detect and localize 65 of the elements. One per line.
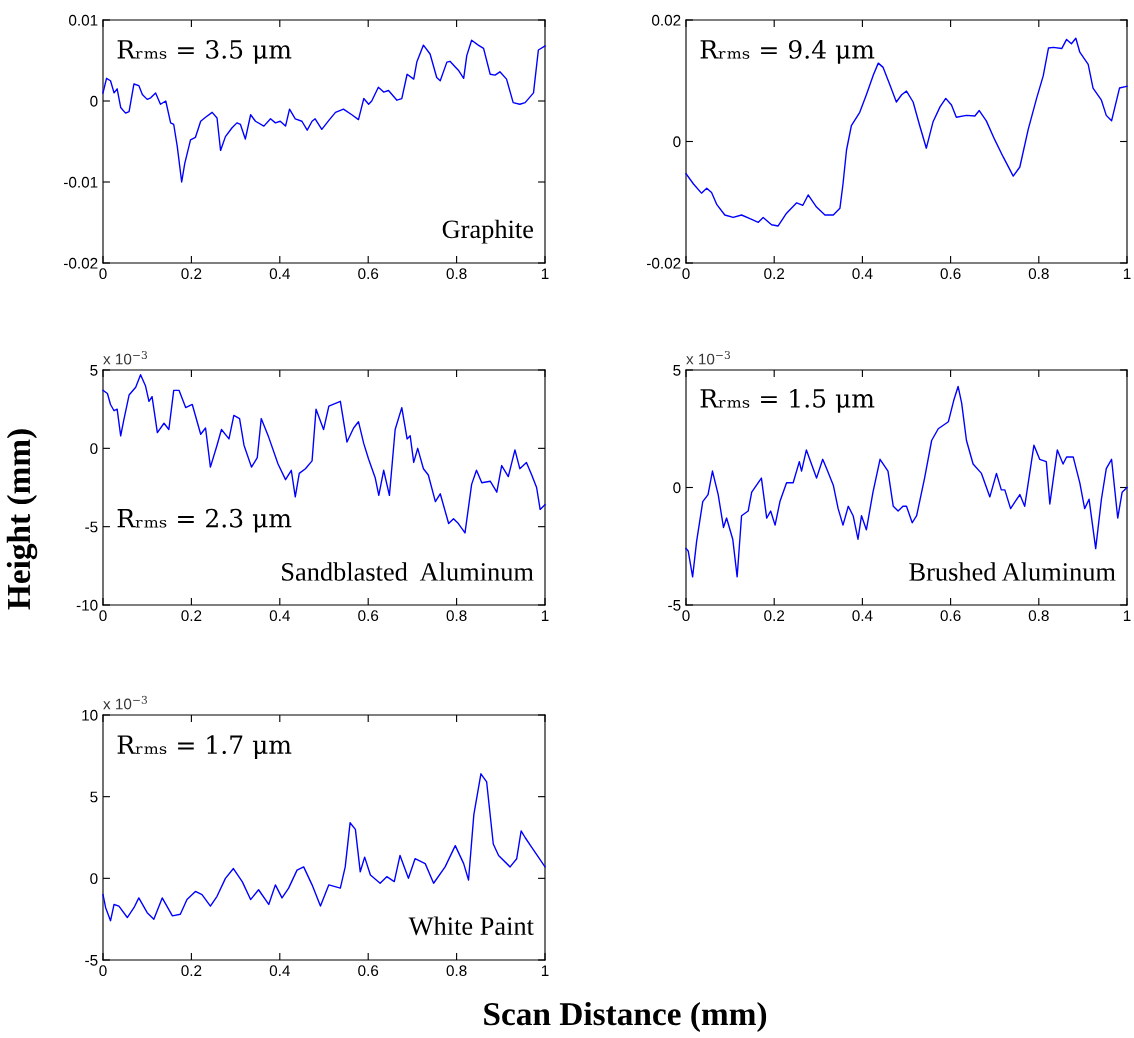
- line-series: [102, 374, 546, 534]
- x-tick-label: 0.4: [269, 965, 290, 977]
- x-tick-label: 0.2: [181, 610, 202, 622]
- line-series: [102, 39, 546, 183]
- x-tick-label: 0.2: [181, 268, 202, 280]
- text: x 10$^{−3}$: [686, 350, 730, 365]
- y-tick-label: -0.02: [64, 257, 98, 269]
- line-series: [685, 37, 1128, 227]
- text: x 10$^{−3}$: [103, 350, 147, 365]
- text: x 10$^{−3}$: [103, 695, 147, 710]
- y-tick-label: -10: [76, 599, 98, 611]
- y-tick-label: -5: [85, 955, 98, 966]
- x-tick-label: 0.8: [1028, 610, 1049, 622]
- x-tick-label: 0.6: [358, 268, 379, 280]
- annotation: Rᵣₘₛ = 3.5 μm: [117, 39, 292, 64]
- y-tick-label: -5: [85, 521, 98, 533]
- annotation: Rᵣₘₛ = 1.5 μm: [700, 388, 875, 413]
- x-tick-label: 0.6: [940, 610, 961, 622]
- x-tick-label: 1: [541, 965, 549, 976]
- y-tick-label: 0.02: [652, 14, 681, 26]
- y-tick-label: 0: [673, 482, 681, 494]
- y-tick-label: -0.02: [647, 257, 681, 269]
- x-tick-label: 0.8: [446, 610, 467, 622]
- y-axis-title: Height (mm): [6, 429, 38, 610]
- y-tick-label: 10: [82, 709, 98, 721]
- x-tick-label: 0.8: [446, 965, 467, 977]
- x-tick-label: 0.4: [852, 610, 873, 622]
- x-tick-label: 0: [99, 965, 107, 977]
- x-tick-label: 0: [99, 610, 107, 622]
- x-tick-label: 0.2: [764, 610, 785, 622]
- x-tick-label: 0: [682, 610, 690, 622]
- x-tick-label: 1: [541, 610, 549, 621]
- annotation: Graphite: [442, 219, 534, 244]
- x-tick-label: 0.4: [269, 268, 290, 280]
- x-tick-label: 0.4: [852, 268, 873, 280]
- x-tick-label: 0.6: [940, 268, 961, 280]
- x-axis-title: Scan Distance (mm): [484, 1001, 767, 1033]
- x-tick-label: 0.6: [358, 965, 379, 977]
- x-tick-label: 0.2: [181, 965, 202, 977]
- y-tick-label: 0: [90, 95, 98, 107]
- x-tick-label: 1: [541, 268, 549, 279]
- annotation: Sandblasted Aluminum: [282, 562, 534, 581]
- y-tick-label: 0: [90, 873, 98, 885]
- x-tick-label: 0.8: [446, 268, 467, 280]
- y-tick-label: 5: [90, 791, 98, 803]
- x-tick-label: 0.6: [358, 610, 379, 622]
- annotation: White Paint: [408, 916, 534, 936]
- annotation: Rᵣₘₛ = 9.4 μm: [700, 39, 875, 64]
- x-tick-label: 0.4: [269, 610, 290, 622]
- y-tick-label: -5: [668, 600, 681, 611]
- x-tick-label: 0: [682, 268, 690, 280]
- annotation: Brushed Aluminum: [909, 562, 1116, 581]
- y-tick-label: 5: [90, 365, 98, 376]
- x-tick-label: 1: [1123, 268, 1131, 279]
- x-tick-label: 0.2: [764, 268, 785, 280]
- y-tick-label: 0: [673, 136, 681, 148]
- annotation: Rᵣₘₛ = 1.7 μm: [117, 735, 292, 759]
- x-tick-label: 0.8: [1028, 268, 1049, 280]
- y-tick-label: 0.01: [69, 14, 98, 26]
- y-tick-label: 0: [90, 443, 98, 455]
- annotation: Rᵣₘₛ = 2.3 μm: [117, 508, 292, 533]
- x-tick-label: 0: [99, 268, 107, 280]
- y-tick-label: 5: [673, 365, 681, 376]
- y-tick-label: -0.01: [64, 176, 98, 188]
- x-tick-label: 1: [1123, 610, 1131, 621]
